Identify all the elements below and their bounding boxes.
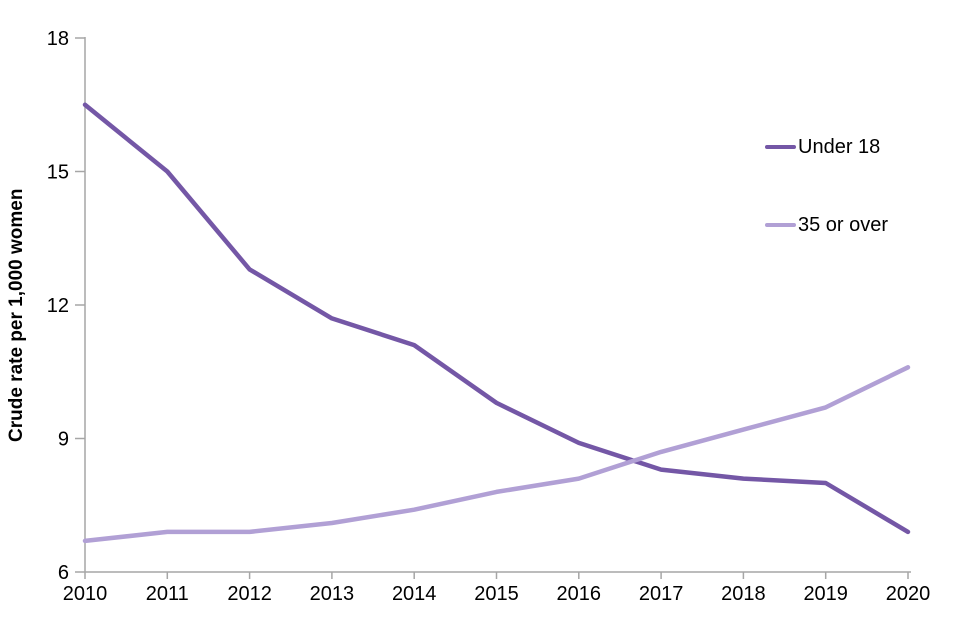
legend-item-35-or-over: 35 or over [765,213,888,237]
svg-text:12: 12 [47,295,69,317]
svg-text:2014: 2014 [392,583,437,605]
svg-text:2015: 2015 [474,583,519,605]
svg-text:2010: 2010 [63,583,108,605]
y-axis-title: Crude rate per 1,000 women [6,188,27,442]
svg-text:18: 18 [47,28,69,50]
svg-text:15: 15 [47,162,69,184]
svg-text:2017: 2017 [639,583,684,605]
svg-text:6: 6 [58,562,69,584]
svg-text:2011: 2011 [146,583,189,605]
legend-line-swatch-35-or-over [765,222,796,228]
svg-text:2018: 2018 [721,583,766,605]
legend-label-35-or-over: 35 or over [798,214,889,236]
legend-label-under-18: Under 18 [798,136,881,158]
legend-line-swatch-under-18 [765,144,796,150]
svg-text:9: 9 [58,429,69,451]
svg-text:2020: 2020 [886,583,931,605]
svg-text:2012: 2012 [227,583,272,605]
svg-text:2013: 2013 [310,583,355,605]
legend-item-under-18: Under 18 [765,135,880,159]
svg-text:2016: 2016 [557,583,602,605]
svg-text:2019: 2019 [803,583,848,605]
